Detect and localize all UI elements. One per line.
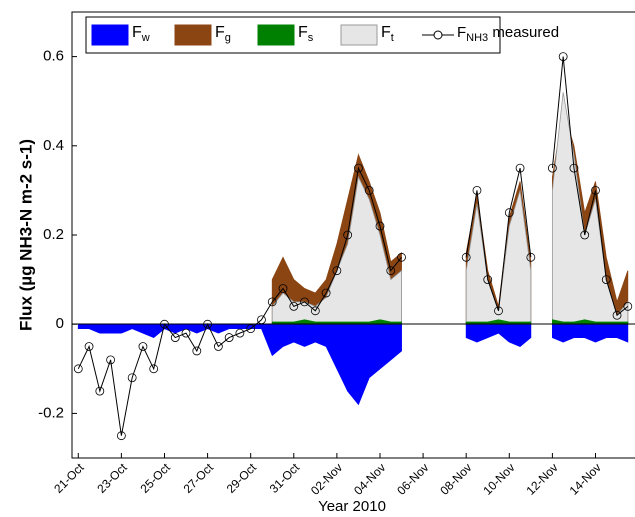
measured-point xyxy=(569,163,579,173)
x-tick-label: 27-Oct xyxy=(181,460,217,496)
y-axis-label: Flux (µg NH3-N m-2 s-1) xyxy=(16,139,35,331)
measured-point xyxy=(591,185,600,195)
measured-point xyxy=(138,342,148,351)
measured-point xyxy=(547,163,557,173)
y-tick-label: 0.4 xyxy=(43,137,64,154)
legend-label: Ft xyxy=(381,24,394,44)
plot-area xyxy=(77,92,629,406)
measured-point xyxy=(364,185,374,195)
measured-point xyxy=(235,328,245,338)
legend-marker xyxy=(433,30,443,40)
x-tick-label: 06-Nov xyxy=(394,460,431,497)
measured-point xyxy=(257,315,266,325)
area-fs xyxy=(271,319,629,325)
measured-point xyxy=(160,319,169,329)
x-tick-label: 02-Nov xyxy=(308,460,345,497)
x-axis-label: Year 2010 xyxy=(318,498,386,515)
measured-point xyxy=(95,386,105,396)
measured-point xyxy=(181,328,191,338)
measured-point xyxy=(192,346,202,356)
y-tick-label: 0 xyxy=(56,315,64,332)
measured-point xyxy=(343,230,353,240)
measured-point xyxy=(149,364,159,374)
x-tick-label: 29-Oct xyxy=(224,460,260,496)
measured-point xyxy=(623,301,633,311)
x-tick-label: 12-Nov xyxy=(523,460,560,497)
x-tick-label: 25-Oct xyxy=(137,460,173,496)
measured-point xyxy=(526,252,536,262)
measured-point xyxy=(106,355,116,365)
measured-point xyxy=(483,275,493,285)
x-tick-label: 14-Nov xyxy=(567,460,604,497)
measured-layer xyxy=(73,52,633,441)
legend-label: FNH3 measured xyxy=(457,24,559,44)
measured-point xyxy=(289,301,299,311)
measured-point xyxy=(224,333,234,342)
x-tick-label: 04-Nov xyxy=(351,460,388,497)
legend-swatch xyxy=(340,24,378,46)
legend-label: Fg xyxy=(215,24,231,44)
measured-point xyxy=(375,221,385,231)
measured-point xyxy=(310,306,320,316)
legend: Fw Fg Fs Ft FNH3 measured xyxy=(85,16,559,54)
x-tick-label: 23-Oct xyxy=(94,460,130,496)
y-tick-label: -0.2 xyxy=(38,404,64,421)
area-fw xyxy=(77,323,629,406)
measured-point xyxy=(504,208,514,218)
measured-point xyxy=(213,342,223,351)
measured-point xyxy=(278,284,288,293)
measured-point xyxy=(612,310,622,320)
measured-point xyxy=(472,185,482,195)
measured-point xyxy=(84,342,94,351)
measured-point xyxy=(267,297,277,307)
x-tick-label: 21-Oct xyxy=(51,460,87,496)
measured-point xyxy=(601,275,611,285)
measured-point xyxy=(73,364,83,374)
measured-point xyxy=(321,288,331,298)
legend-swatch xyxy=(257,24,295,46)
measured-point xyxy=(354,163,363,173)
measured-point xyxy=(127,373,137,383)
legend-label: Fs xyxy=(298,24,314,44)
measured-point xyxy=(580,230,590,240)
measured-point xyxy=(332,266,342,276)
measured-point xyxy=(246,324,256,334)
x-tick-label: 08-Nov xyxy=(437,460,474,497)
x-tick-label: 10-Nov xyxy=(480,460,517,497)
measured-point xyxy=(300,297,309,307)
measured-point xyxy=(170,333,180,342)
measured-point xyxy=(116,431,126,441)
measured-point xyxy=(203,319,212,329)
legend-swatch xyxy=(91,24,129,46)
x-tick-label: 31-Oct xyxy=(267,460,303,496)
legend-label: Fw xyxy=(132,24,150,44)
measured-point xyxy=(397,252,406,262)
measured-point xyxy=(558,52,568,61)
measured-line xyxy=(77,56,629,436)
measured-point xyxy=(494,306,503,316)
measured-point xyxy=(461,252,471,262)
legend-swatch xyxy=(174,24,212,46)
y-tick-label: 0.6 xyxy=(43,48,64,65)
measured-point xyxy=(386,266,396,276)
y-tick-label: 0.2 xyxy=(43,226,64,243)
measured-point xyxy=(515,163,525,173)
